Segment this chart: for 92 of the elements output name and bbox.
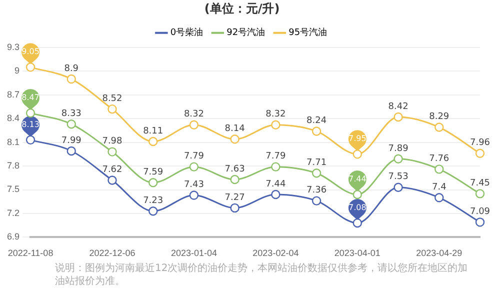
data-label: 7.89 (388, 144, 409, 154)
data-label: 8.33 (61, 108, 82, 119)
data-label: 7.71 (306, 158, 327, 168)
data-label: 8.47 (22, 93, 40, 102)
data-label: 8.13 (22, 120, 40, 130)
data-label: 8.14 (224, 124, 246, 134)
point (26, 62, 36, 72)
data-label: 7.36 (306, 186, 327, 196)
y-tick-label: 6.9 (6, 232, 20, 242)
data-label: 8.9 (64, 64, 79, 74)
data-label: 7.44 (266, 179, 286, 190)
data-label: 8.42 (388, 102, 408, 112)
data-label: 8.24 (306, 116, 327, 126)
data-label: 7.79 (184, 152, 204, 162)
point (26, 108, 36, 118)
point (434, 193, 444, 202)
data-label: 7.08 (348, 203, 366, 212)
point (434, 122, 444, 132)
point (352, 218, 362, 228)
point (475, 148, 485, 158)
legend-label: 92号汽油 (226, 27, 266, 38)
data-label: 7.43 (184, 180, 204, 190)
data-label: 7.95 (348, 134, 366, 144)
point (66, 120, 76, 129)
data-label: 7.62 (102, 165, 122, 176)
data-label: 7.23 (143, 196, 164, 206)
legend-label: 95号汽油 (288, 27, 328, 38)
data-label: 8.29 (429, 112, 450, 122)
data-label: 8.32 (266, 110, 286, 120)
point (271, 162, 280, 172)
data-label: 8.52 (102, 94, 122, 104)
data-label: 7.4 (432, 182, 447, 192)
point (434, 164, 444, 174)
point (148, 178, 158, 188)
data-label: 7.27 (224, 192, 245, 203)
data-label: 7.79 (266, 152, 286, 162)
x-tick-label: 2023-04-29 (416, 248, 462, 258)
data-label: 7.63 (224, 164, 245, 174)
data-label: 7.59 (143, 167, 164, 178)
data-label: 7.09 (470, 207, 490, 218)
y-tick-label: 8.7 (6, 89, 20, 100)
point (189, 162, 199, 172)
data-label: 7.96 (470, 138, 490, 148)
point (475, 189, 485, 198)
chart-title: (单位：元/升) (204, 1, 280, 16)
data-label: 7.45 (470, 178, 490, 189)
data-label: 8.32 (184, 110, 204, 120)
point (230, 203, 240, 213)
point (148, 206, 158, 216)
point (108, 147, 117, 156)
point (312, 196, 322, 206)
data-label: 7.98 (102, 136, 123, 147)
x-tick-label: 2023-02-04 (252, 248, 299, 258)
legend-label: 0号柴油 (170, 27, 204, 38)
point (230, 134, 240, 144)
point (26, 135, 36, 145)
data-label: 9.05 (22, 47, 40, 56)
point (352, 190, 362, 200)
point (475, 218, 485, 227)
point (66, 74, 76, 84)
x-tick-label: 2023-01-04 (170, 248, 217, 258)
data-label: 8.11 (143, 126, 164, 136)
y-tick-label: 8.4 (6, 113, 20, 124)
y-tick-label: 7.2 (6, 208, 20, 218)
point (189, 120, 199, 130)
x-tick-label: 2022-12-06 (89, 248, 136, 258)
point (189, 190, 199, 200)
point (394, 112, 403, 122)
point (312, 126, 322, 136)
point (394, 182, 403, 192)
data-label: 7.53 (388, 172, 408, 182)
x-tick-label: 2023-04-01 (334, 248, 380, 258)
point (394, 154, 403, 164)
point (312, 168, 322, 178)
y-tick-label: 9.3 (6, 42, 20, 52)
point (352, 150, 362, 159)
text: 说明：图例为河南最近12次调价的油价走势，本网站油价数据仅供参考，请以您所在地区的加油站报价为准。 (55, 262, 469, 288)
point (230, 174, 240, 184)
point (108, 104, 117, 114)
data-label: 7.99 (61, 136, 82, 146)
point (271, 190, 280, 200)
y-tick-label: 7.5 (6, 184, 20, 194)
y-tick-label: 8.1 (6, 136, 20, 147)
point (148, 136, 158, 146)
point (66, 146, 76, 156)
data-label: 7.44 (348, 174, 366, 184)
data-label: 7.76 (429, 154, 450, 164)
y-tick-label: 7.8 (6, 160, 20, 171)
y-tick-label: 9 (14, 66, 20, 76)
point (271, 120, 280, 130)
point (108, 176, 117, 185)
x-tick-label: 2022-11-08 (8, 248, 54, 258)
